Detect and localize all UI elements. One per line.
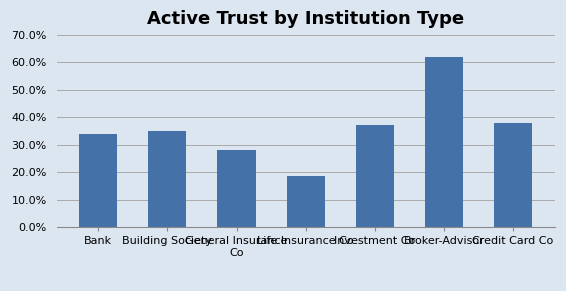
Bar (217, 150, 255, 227)
Bar (148, 131, 186, 227)
Bar (494, 123, 532, 227)
Bar (425, 57, 463, 227)
Bar (286, 176, 325, 227)
Bar (79, 134, 117, 227)
Bar (356, 125, 394, 227)
Title: Active Trust by Institution Type: Active Trust by Institution Type (147, 10, 464, 28)
